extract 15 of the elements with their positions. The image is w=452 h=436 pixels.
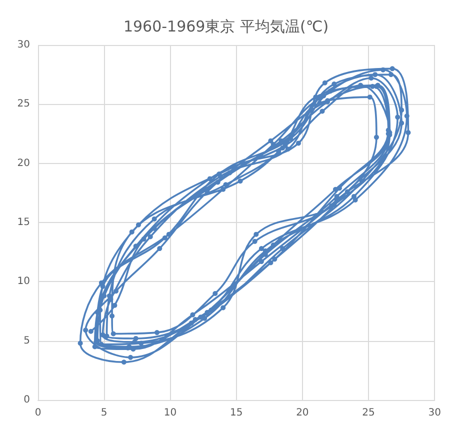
chart-title: 1960-1969東京 平均気温(℃) — [123, 18, 329, 36]
x-tick-label: 10 — [164, 408, 177, 418]
x-tick-label: 0 — [34, 408, 42, 418]
y-tick-label: 5 — [24, 335, 30, 346]
x-tick-label: 5 — [100, 408, 108, 418]
x-tick-label: 30 — [428, 408, 442, 418]
y-tick-label: 30 — [17, 40, 30, 50]
x-tick-label: 25 — [362, 408, 375, 418]
y-tick-label: 25 — [17, 98, 30, 110]
x-tick-label: 20 — [296, 408, 309, 418]
y-tick-label: 20 — [17, 158, 30, 169]
y-tick-label: 0 — [24, 394, 30, 406]
y-tick-label: 10 — [17, 276, 30, 288]
y-tick-label: 15 — [17, 217, 30, 228]
x-tick-label: 15 — [230, 408, 243, 418]
